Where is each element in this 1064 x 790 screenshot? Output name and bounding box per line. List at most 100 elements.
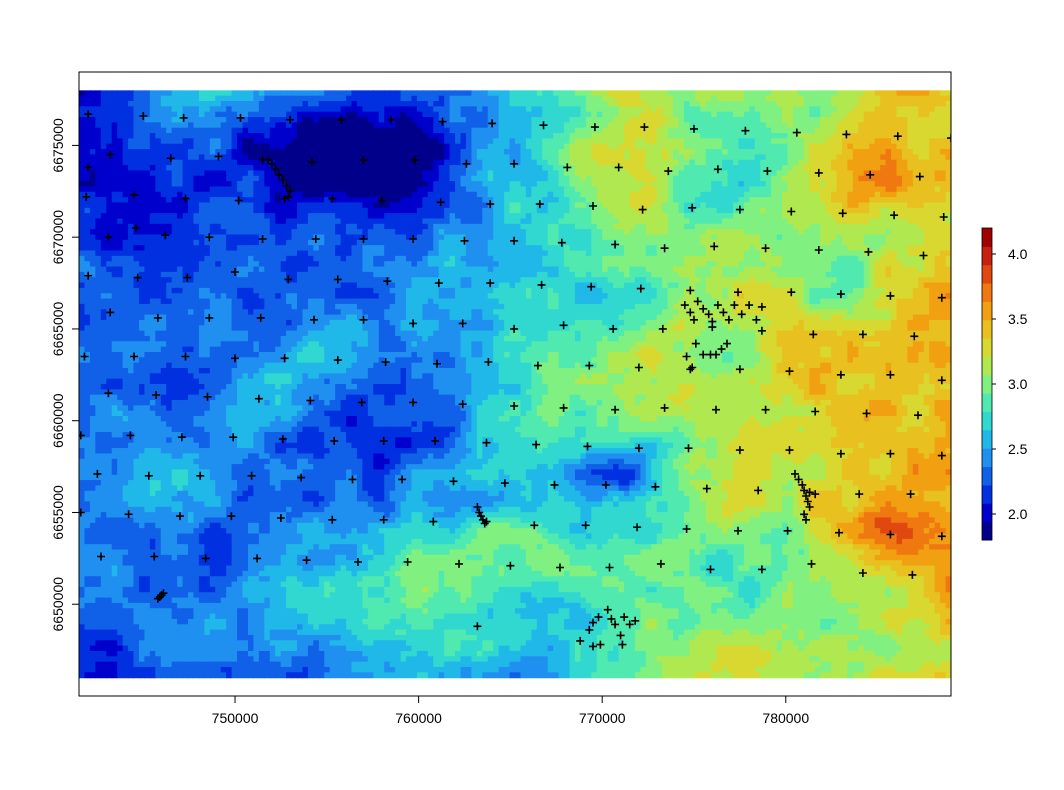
raster-cell — [874, 143, 881, 150]
raster-cell — [531, 229, 538, 236]
raster-cell — [667, 111, 674, 118]
raster-cell — [667, 207, 674, 214]
raster-cell — [558, 106, 565, 113]
raster-cell — [498, 170, 505, 177]
raster-cell — [585, 122, 592, 129]
raster-cell — [585, 165, 592, 172]
raster-cell — [471, 149, 478, 156]
raster-cell — [95, 149, 102, 156]
raster-cell — [776, 181, 783, 188]
raster-cell — [940, 234, 947, 241]
raster-cell — [553, 218, 560, 225]
raster-cell — [711, 218, 718, 225]
raster-cell — [482, 111, 489, 118]
raster-cell — [574, 223, 581, 230]
raster-cell — [814, 111, 821, 118]
raster-cell — [836, 159, 843, 166]
raster-cell — [831, 133, 838, 140]
raster-cell — [569, 127, 576, 134]
raster-cell — [89, 250, 96, 257]
raster-cell — [591, 95, 598, 102]
raster-cell — [177, 245, 184, 252]
raster-cell — [367, 143, 374, 150]
raster-cell — [640, 202, 647, 209]
raster-cell — [171, 202, 178, 209]
raster-cell — [803, 234, 810, 241]
raster-cell — [569, 191, 576, 198]
raster-cell — [237, 138, 244, 145]
raster-cell — [504, 90, 511, 97]
raster-cell — [465, 223, 472, 230]
raster-cell — [934, 106, 941, 113]
raster-cell — [874, 111, 881, 118]
raster-cell — [836, 218, 843, 225]
raster-cell — [188, 154, 195, 161]
raster-cell — [901, 250, 908, 257]
raster-cell — [188, 250, 195, 257]
raster-cell — [700, 127, 707, 134]
raster-cell — [624, 207, 631, 214]
raster-cell — [574, 197, 581, 204]
raster-cell — [264, 229, 271, 236]
raster-cell — [231, 111, 238, 118]
raster-cell — [869, 207, 876, 214]
raster-cell — [493, 138, 500, 145]
raster-cell — [787, 138, 794, 145]
raster-cell — [117, 117, 124, 123]
raster-cell — [596, 117, 603, 123]
raster-cell — [100, 255, 107, 262]
raster-cell — [880, 234, 887, 241]
raster-cell — [215, 239, 222, 246]
raster-cell — [149, 255, 156, 262]
raster-cell — [760, 170, 767, 177]
raster-cell — [727, 133, 734, 140]
raster-cell — [553, 207, 560, 214]
raster-cell — [722, 122, 729, 129]
raster-cell — [700, 117, 707, 123]
raster-cell — [406, 181, 413, 188]
raster-cell — [378, 143, 385, 150]
raster-cell — [482, 143, 489, 150]
raster-cell — [242, 159, 249, 166]
raster-cell — [531, 95, 538, 102]
raster-cell — [749, 229, 756, 236]
raster-cell — [531, 165, 538, 172]
raster-cell — [536, 191, 543, 198]
raster-cell — [842, 181, 849, 188]
raster-cell — [912, 202, 919, 209]
raster-cell — [275, 90, 282, 97]
raster-cell — [591, 223, 598, 230]
raster-cell — [809, 191, 816, 198]
raster-cell — [645, 202, 652, 209]
raster-cell — [574, 101, 581, 107]
raster-cell — [694, 138, 701, 145]
raster-cell — [498, 181, 505, 188]
raster-cell — [722, 170, 729, 177]
raster-cell — [433, 186, 440, 193]
raster-cell — [286, 95, 293, 102]
raster-cell — [313, 111, 320, 118]
raster-cell — [564, 229, 571, 236]
raster-cell — [901, 175, 908, 182]
raster-cell — [749, 181, 756, 188]
raster-cell — [504, 154, 511, 161]
raster-cell — [471, 197, 478, 204]
raster-cell — [743, 202, 750, 209]
raster-cell — [683, 106, 690, 113]
raster-cell — [782, 165, 789, 172]
raster-cell — [656, 223, 663, 230]
raster-cell — [613, 159, 620, 166]
raster-cell — [449, 175, 456, 182]
raster-cell — [869, 117, 876, 123]
raster-cell — [346, 138, 353, 145]
raster-cell — [591, 143, 598, 150]
raster-cell — [547, 181, 554, 188]
raster-cell — [634, 101, 641, 107]
raster-cell — [275, 111, 282, 118]
raster-cell — [896, 234, 903, 241]
raster-cell — [869, 234, 876, 241]
raster-cell — [324, 149, 331, 156]
raster-cell — [809, 175, 816, 182]
raster-cell — [792, 181, 799, 188]
raster-cell — [356, 207, 363, 214]
